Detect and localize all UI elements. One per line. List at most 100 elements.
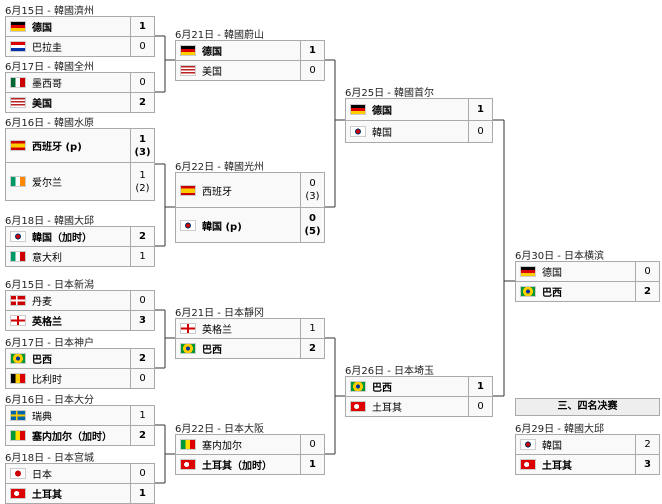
- team-score: 1 (2): [130, 162, 155, 201]
- team-score: 1: [468, 98, 493, 121]
- score: 1: [477, 381, 484, 392]
- match-header: 6月17日 - 日本神户: [5, 338, 95, 349]
- team-label: 韓国: [542, 441, 562, 452]
- team-name: 巴西: [5, 348, 131, 369]
- flag: [10, 176, 26, 187]
- score: 2: [139, 231, 146, 242]
- score: 1: [139, 251, 146, 262]
- team-label: 巴西: [32, 355, 52, 366]
- score: 1: [139, 133, 146, 145]
- flag: [180, 439, 196, 450]
- team-name: 德国: [515, 261, 636, 282]
- team-label: 巴西: [542, 288, 562, 299]
- team-score: 1: [300, 40, 325, 61]
- flag: [350, 401, 366, 412]
- team-score: 0: [130, 368, 155, 389]
- team-name: 土耳其（加时）: [175, 454, 301, 475]
- team-name: 德国: [5, 16, 131, 37]
- team-score: 0: [130, 463, 155, 484]
- score: 0: [139, 373, 146, 384]
- score: 1: [477, 104, 484, 115]
- team-name: 土耳其: [345, 396, 469, 417]
- score: 0: [644, 266, 651, 277]
- team-name: 英格兰: [5, 310, 131, 331]
- team-name: 塞内加尔: [175, 434, 301, 455]
- score: 1: [309, 459, 316, 470]
- score: 1: [309, 45, 316, 56]
- penalty-score: (3): [305, 191, 320, 202]
- score: 1: [139, 21, 146, 32]
- flag: [10, 410, 26, 421]
- team-score: 2: [130, 226, 155, 247]
- flag: [10, 430, 26, 441]
- team-score: 0 (3): [300, 172, 325, 208]
- flag: [520, 439, 536, 450]
- flag: [10, 295, 26, 306]
- match-header: 6月16日 - 日本大分: [5, 395, 95, 406]
- team-label: 巴西: [372, 383, 392, 394]
- team-name: 土耳其: [5, 483, 131, 504]
- flag: [180, 184, 196, 196]
- score: 0: [309, 178, 316, 189]
- team-name: 巴西: [515, 281, 636, 302]
- team-score: 1: [300, 454, 325, 475]
- team-score: 0: [468, 120, 493, 143]
- team-score: 0: [300, 434, 325, 455]
- score: 0: [309, 65, 316, 76]
- flag: [10, 251, 26, 262]
- score: 0: [139, 41, 146, 52]
- team-label: 土耳其: [542, 461, 572, 472]
- team-label: 巴西: [202, 345, 222, 356]
- team-label: 瑞典: [32, 412, 52, 423]
- match-header: 6月22日 - 日本大阪: [175, 424, 265, 435]
- team-name: 德国: [175, 40, 301, 61]
- match-header: 6月26日 - 日本埼玉: [345, 366, 435, 377]
- team-label: 美国: [32, 99, 52, 110]
- match-header: 6月30日 - 日本横滨: [515, 251, 605, 262]
- score: 2: [644, 439, 651, 450]
- score: 0: [477, 401, 484, 412]
- team-name: 墨西哥: [5, 72, 131, 93]
- team-score: 0: [468, 396, 493, 417]
- team-name: 美国: [5, 92, 131, 113]
- team-label: 土耳其: [32, 490, 62, 501]
- penalty-score: (2): [135, 182, 150, 194]
- flag: [180, 343, 196, 354]
- team-label: 美国: [202, 67, 222, 78]
- team-label: 德国: [202, 47, 222, 58]
- match-header: 6月29日 - 韓國大邱: [515, 424, 605, 435]
- team-name: 韓国 (p): [175, 207, 301, 243]
- team-name: 西班牙 (p): [5, 128, 131, 163]
- team-name: 韓国（加时）: [5, 226, 131, 247]
- team-score: 0: [635, 261, 660, 282]
- flag: [180, 65, 196, 76]
- score: 2: [644, 286, 651, 297]
- team-score: 1: [130, 16, 155, 37]
- score: 2: [309, 343, 316, 354]
- team-label: 爱尔兰: [32, 178, 62, 189]
- score: 3: [644, 459, 651, 470]
- flag: [10, 77, 26, 88]
- team-name: 比利时: [5, 368, 131, 389]
- team-label: 土耳其: [372, 403, 402, 414]
- team-label: 英格兰: [32, 317, 62, 328]
- team-score: 3: [635, 454, 660, 475]
- match-header: 6月18日 - 韓國大邱: [5, 216, 95, 227]
- match-header: 6月17日 - 韓國全州: [5, 62, 95, 73]
- team-label: 韓国 (p): [202, 221, 242, 233]
- match-header: 6月25日 - 韓國首尔: [345, 88, 435, 99]
- team-label: 英格兰: [202, 325, 232, 336]
- team-score: 1: [130, 246, 155, 267]
- score: 0: [139, 468, 146, 479]
- team-label: 韓国: [372, 128, 392, 139]
- team-score: 0: [130, 72, 155, 93]
- team-score: 0: [130, 36, 155, 57]
- score: 1: [139, 488, 146, 499]
- team-name: 意大利: [5, 246, 131, 267]
- team-score: 2: [130, 92, 155, 113]
- team-name: 美国: [175, 60, 301, 81]
- penalty-score: (3): [134, 146, 151, 158]
- team-label: 意大利: [32, 253, 62, 264]
- team-name: 爱尔兰: [5, 162, 131, 201]
